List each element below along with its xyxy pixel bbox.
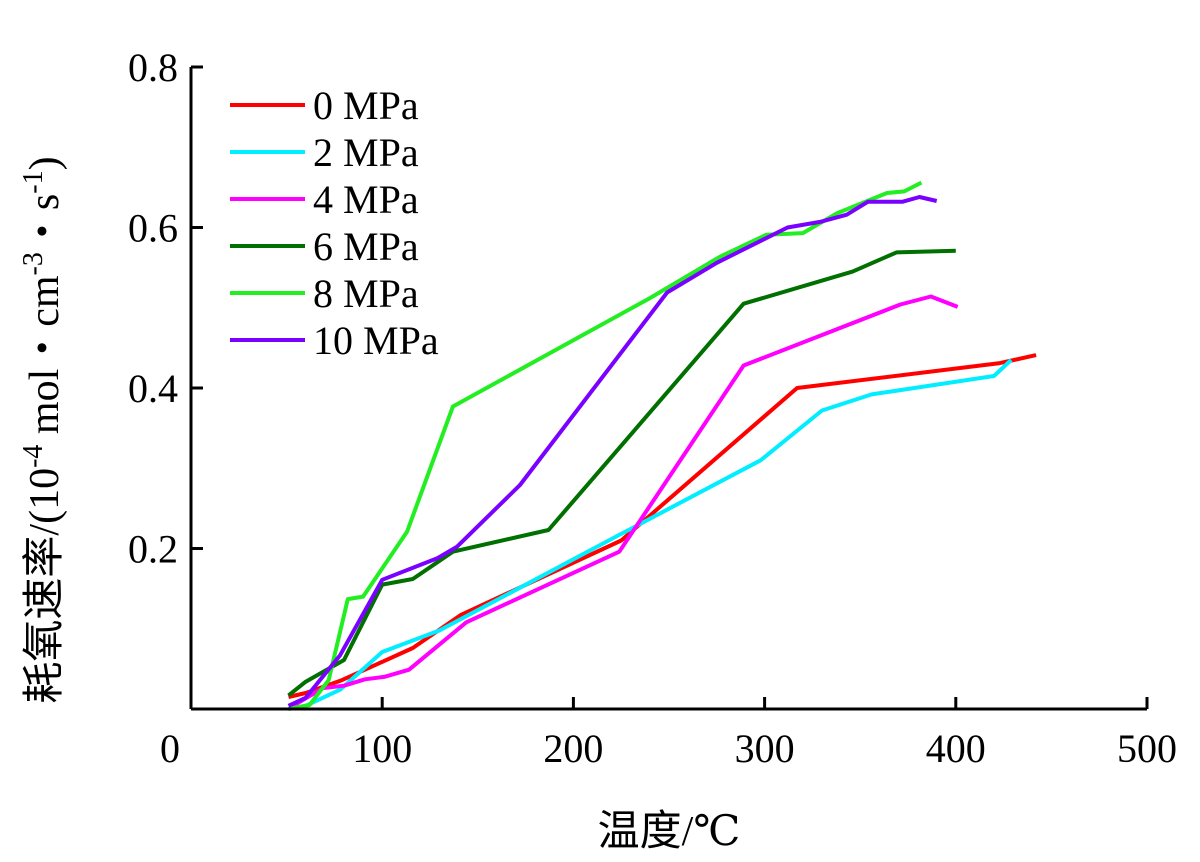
x-tick-label: 300 [735,726,795,771]
y-tick-label: 0.4 [128,366,178,411]
legend-label: 4 MPa [313,177,419,222]
legend-label: 10 MPa [313,318,439,363]
legend-label: 8 MPa [313,271,419,316]
x-tick-label: 100 [352,726,412,771]
y-axis-title: 耗氧速率/(10-4 mol・cm-3・s-1) [18,156,68,703]
series-line-8-mpa [288,180,923,711]
axes-layer: 0 100 200 300 400 500 0.2 0.4 0.6 0.8 [128,45,1177,771]
series-line-2-mpa [288,358,1013,711]
x-axis-title: 温度/℃ [598,809,741,855]
y-axis-title-main: 耗氧速率/(10 [21,468,68,704]
legend-label: 6 MPa [313,224,419,269]
x-tick-label: 500 [1117,726,1177,771]
y-tick-label: 0.8 [128,45,178,90]
series-line-0-mpa [288,353,1037,699]
legend-label: 0 MPa [313,83,419,128]
legend-label: 2 MPa [313,130,419,175]
x-tick-label: 400 [926,726,986,771]
series-layer [287,180,1037,711]
x-tick-label: 0 [160,726,180,771]
series-line-4-mpa [289,294,959,710]
y-tick-label: 0.6 [128,206,178,251]
series-line-10-mpa [287,195,938,708]
y-tick-label: 0.2 [128,527,178,572]
x-tick-label: 200 [543,726,603,771]
